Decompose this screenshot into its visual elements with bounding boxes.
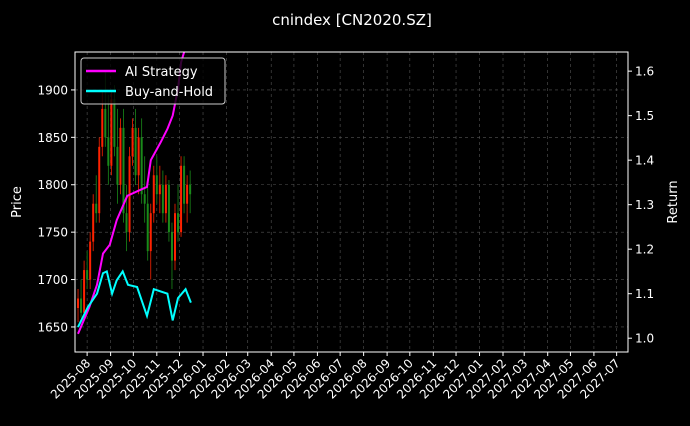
chart-title: cnindex [CN2020.SZ] [272, 11, 432, 29]
candle-body [149, 213, 152, 252]
legend-box [80, 57, 226, 105]
candle-body [86, 270, 89, 280]
candle-body [83, 270, 86, 313]
y-tick-label: 1700 [37, 273, 68, 287]
candle-body [134, 127, 137, 176]
y-tick-label: 1800 [37, 178, 68, 192]
y-tick-label: 1650 [37, 320, 68, 334]
y2-tick-label: 1.6 [635, 65, 654, 79]
candle-body [143, 194, 146, 204]
y-axis-label: Price [10, 186, 25, 218]
candle-body [119, 127, 122, 185]
candle-body [152, 175, 155, 214]
candle-body [183, 165, 186, 204]
y2-tick-label: 1.5 [635, 109, 654, 123]
candle-body [92, 203, 95, 242]
y2-tick-label: 1.1 [635, 287, 654, 301]
candle-body [95, 203, 98, 214]
candle-body [177, 213, 180, 233]
candle-body [189, 184, 192, 195]
y-axis-right: 1.0 1.1 1.2 1.3 1.4 1.5 1.6 [628, 65, 654, 346]
y2-tick-label: 1.4 [635, 154, 654, 168]
candle-body [122, 127, 125, 214]
candle-body [101, 108, 104, 147]
candle-body [167, 184, 170, 233]
grid [75, 52, 628, 352]
y-tick-label: 1850 [37, 131, 68, 145]
plot-frame [74, 51, 629, 353]
y2-tick-label: 1.3 [635, 198, 654, 212]
y-tick-label: 1750 [37, 226, 68, 240]
candle-body [173, 213, 176, 261]
candle-body [89, 241, 92, 280]
candle-body [80, 298, 83, 313]
candle-body [140, 137, 143, 195]
candle-body [155, 175, 158, 195]
candle-body [104, 108, 107, 138]
y2-tick-label: 1.0 [635, 332, 654, 346]
x-axis: 2025-082025-092025-102025-112025-122026-… [48, 352, 623, 402]
candle-body [180, 165, 183, 233]
candle-body [116, 146, 119, 185]
candle-body [137, 137, 140, 176]
candle-body [146, 203, 149, 252]
y2-tick-label: 1.2 [635, 243, 654, 257]
candle-body [158, 184, 161, 195]
y-axis-left: 1650 1700 1750 1800 1850 1900 [37, 83, 75, 334]
candle-body [161, 184, 164, 214]
legend-label-ai-strategy: AI Strategy [125, 65, 198, 80]
candle-body [125, 213, 128, 233]
series-line-buy-and-hold [77, 269, 192, 328]
candle-body [164, 184, 167, 214]
candle-body [110, 99, 113, 166]
y-tick-label: 1900 [37, 83, 68, 97]
y2-axis-label: Return [666, 180, 681, 223]
candle-body [131, 127, 134, 157]
candle-body [186, 184, 189, 204]
legend-label-buy-and-hold: Buy-and-Hold [125, 85, 213, 100]
candle-body [98, 146, 101, 214]
candle-body [77, 298, 80, 309]
legend: AI Strategy Buy-and-Hold [80, 57, 226, 105]
candle-body [170, 232, 173, 261]
candle-body [113, 99, 116, 147]
candle-body [107, 137, 110, 166]
